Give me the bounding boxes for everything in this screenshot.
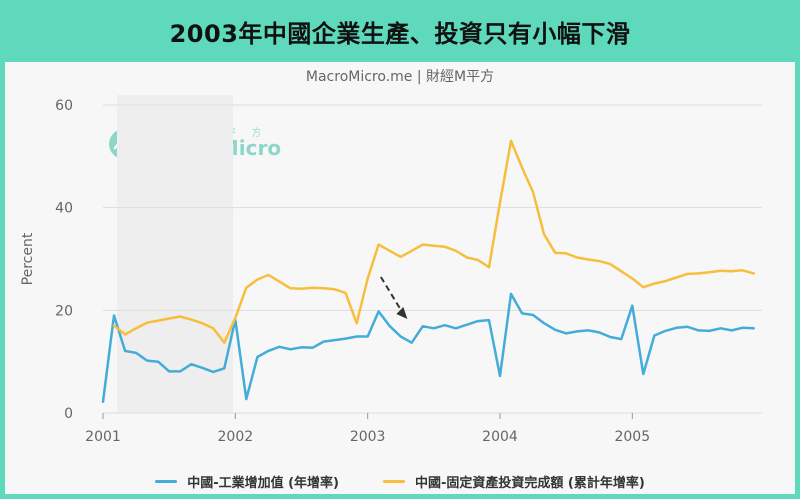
legend-label-fixed-asset: 中國-固定資產投資完成額 (累計年增率) <box>415 475 645 491</box>
series-line-0 <box>101 292 755 403</box>
background-band <box>117 95 233 413</box>
legend-item-industrial[interactable]: 中國-工業增加值 (年增率) <box>155 472 339 491</box>
legend: 中國-工業增加值 (年增率) 中國-固定資產投資完成額 (累計年增率) <box>0 468 800 494</box>
x-tick-label-2003: 2003 <box>350 429 386 445</box>
y-tick-label-0: 0 <box>64 406 73 422</box>
legend-label-industrial: 中國-工業增加值 (年增率) <box>187 475 339 491</box>
y-axis-title: Percent <box>20 232 36 285</box>
series-line-1 <box>112 139 755 344</box>
chart-subtitle: MacroMicro.me | 財經M平方 <box>305 69 495 85</box>
x-tick-label-2001: 2001 <box>85 429 121 445</box>
annotation-arrow-head <box>396 307 408 320</box>
legend-item-fixed-asset[interactable]: 中國-固定資產投資完成額 (累計年增率) <box>383 472 645 491</box>
y-tick-label-20: 20 <box>55 303 73 319</box>
y-tick-label-40: 40 <box>55 201 73 217</box>
line-chart: 0 20 40 60 2001 2002 2003 2004 2005 Percent <box>20 95 762 445</box>
x-tick-label-2005: 2005 <box>614 429 650 445</box>
x-tick-label-2002: 2002 <box>218 429 254 445</box>
legend-swatch-fixed-asset <box>383 479 405 483</box>
legend-swatch-industrial <box>155 479 178 483</box>
x-tick-label-2004: 2004 <box>482 429 518 445</box>
title-bar: 2003年中國企業生產、投資只有小幅下滑 <box>0 0 800 62</box>
y-tick-label-60: 60 <box>55 98 73 114</box>
page-title: 2003年中國企業生產、投資只有小幅下滑 <box>169 19 631 48</box>
annotation-arrow-shaft <box>380 276 405 315</box>
